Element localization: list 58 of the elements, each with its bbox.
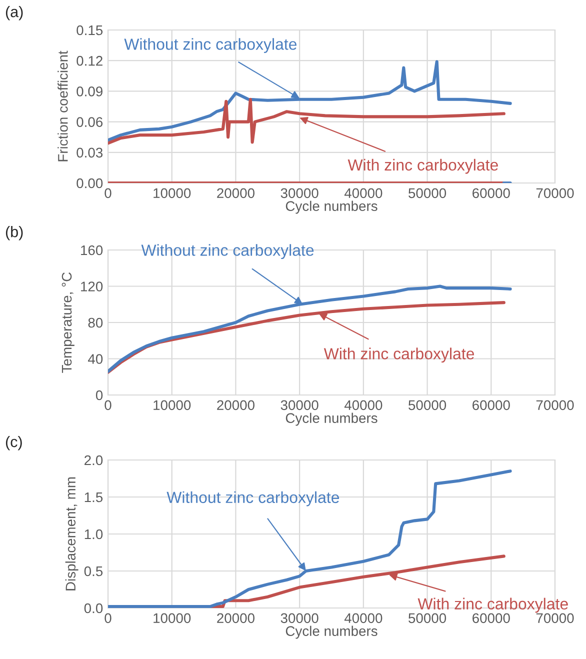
annotation: With zinc carboxylate: [324, 348, 474, 363]
x-tick-label: 0: [104, 188, 112, 198]
x-tick-label: 40000: [344, 400, 382, 410]
annotation: Without zinc carboxylate: [124, 38, 297, 54]
y-tick-label: 2.0: [84, 455, 103, 466]
y-tick-label: 0.03: [76, 148, 103, 158]
annotation: Without zinc carboxylate: [166, 491, 340, 506]
x-tick-label: 40000: [344, 613, 382, 624]
y-tick-label: 80: [88, 318, 103, 328]
text: (a): [6, 6, 23, 20]
x-tick-label: 70000: [536, 613, 574, 624]
y-axis-title: Displacement, mm: [65, 477, 78, 590]
x-tick-label: 60000: [472, 400, 510, 410]
y-tick-label: 160: [81, 245, 103, 256]
text: (b): [6, 226, 23, 240]
y-tick-label: 0.00: [76, 178, 103, 188]
x-tick-label: 30000: [280, 400, 318, 410]
y-tick-label: 1.5: [84, 492, 103, 502]
x-tick-label: 10000: [154, 188, 191, 198]
text: (c): [6, 436, 22, 450]
x-tick-label: 40000: [344, 188, 382, 198]
y-axis-title: Temperature, °C: [62, 272, 74, 373]
x-axis-title: Cycle numbers: [286, 626, 378, 639]
line-series: [108, 98, 506, 145]
x-tick-label: 20000: [217, 613, 254, 624]
annotation: With zinc carboxylate: [348, 158, 498, 174]
y-tick-label: 1.0: [84, 529, 103, 540]
annotation: With zinc carboxylate: [418, 598, 568, 613]
y-tick-label: 0.0: [84, 603, 103, 614]
y-tick-label: 0.5: [84, 566, 103, 576]
y-tick-label: 0.09: [76, 86, 102, 96]
x-tick-label: 0: [104, 400, 112, 410]
x-tick-label: 50000: [408, 613, 446, 624]
y-tick-label: 0: [96, 390, 103, 400]
x-tick-label: 70000: [536, 188, 574, 198]
x-tick-label: 60000: [472, 613, 510, 624]
y-tick-label: 0.06: [76, 117, 103, 127]
x-tick-label: 70000: [536, 400, 574, 410]
y-tick-label: 40: [88, 354, 103, 364]
x-tick-label: 50000: [408, 400, 446, 410]
x-tick-label: 30000: [280, 188, 318, 198]
x-tick-label: 10000: [154, 400, 191, 410]
y-tick-label: 0.15: [76, 25, 103, 36]
x-tick-label: 60000: [472, 188, 510, 198]
x-tick-label: 20000: [217, 400, 254, 410]
y-tick-label: 120: [81, 282, 103, 292]
x-tick-label: 30000: [280, 613, 318, 624]
y-tick-label: 0.12: [76, 56, 102, 66]
x-tick-label: 20000: [217, 188, 254, 198]
line-series: [108, 284, 512, 373]
x-axis-title: Cycle numbers: [286, 412, 378, 426]
x-tick-label: 10000: [154, 613, 191, 624]
x-tick-label: 0: [104, 613, 112, 624]
annotation: Without zinc carboxylate: [141, 244, 314, 260]
x-tick-label: 50000: [408, 188, 446, 198]
line-series: [108, 60, 512, 142]
y-axis-title: Friction coefficient: [58, 50, 68, 162]
x-axis-title: Cycle numbers: [286, 200, 378, 214]
